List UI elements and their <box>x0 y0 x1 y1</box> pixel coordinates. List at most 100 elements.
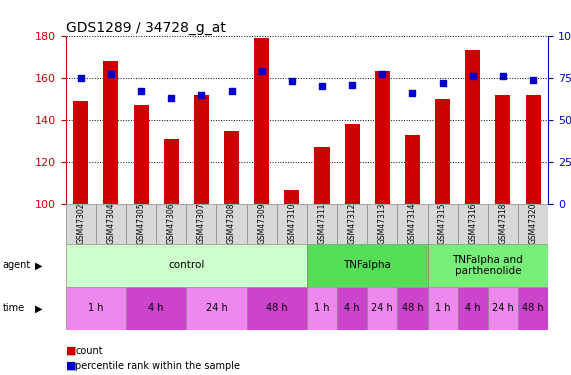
Text: GDS1289 / 34728_g_at: GDS1289 / 34728_g_at <box>66 21 226 34</box>
Text: GSM47308: GSM47308 <box>227 202 236 244</box>
Text: ■: ■ <box>66 346 76 355</box>
Bar <box>73 101 89 204</box>
Text: GSM47318: GSM47318 <box>498 202 508 244</box>
Text: agent: agent <box>3 260 31 270</box>
Text: GSM47306: GSM47306 <box>167 202 176 244</box>
Point <box>227 88 236 94</box>
Bar <box>397 287 428 330</box>
Bar <box>126 204 156 244</box>
Text: percentile rank within the sample: percentile rank within the sample <box>75 361 240 370</box>
Bar <box>488 287 518 330</box>
Point <box>106 71 115 78</box>
Bar <box>247 204 277 244</box>
Bar <box>216 204 247 244</box>
Point <box>76 75 85 81</box>
Bar <box>428 204 458 244</box>
Text: control: control <box>168 260 204 270</box>
Text: GSM47316: GSM47316 <box>468 202 477 244</box>
Bar <box>345 124 360 204</box>
Point <box>529 76 538 82</box>
Bar <box>66 244 307 287</box>
Bar <box>103 61 118 204</box>
Bar <box>428 287 458 330</box>
Text: 48 h: 48 h <box>266 303 288 313</box>
Bar <box>307 287 337 330</box>
Bar <box>518 204 548 244</box>
Text: time: time <box>3 303 25 313</box>
Bar <box>525 95 541 204</box>
Bar <box>96 204 126 244</box>
Bar <box>134 105 148 204</box>
Text: GSM47320: GSM47320 <box>529 202 537 244</box>
Bar <box>254 38 269 204</box>
Point <box>348 82 357 88</box>
Text: 1 h: 1 h <box>435 303 451 313</box>
Bar <box>428 244 548 287</box>
Bar <box>66 204 96 244</box>
Text: GSM47309: GSM47309 <box>257 202 266 244</box>
Text: TNFalpha and
parthenolide: TNFalpha and parthenolide <box>452 255 523 276</box>
Text: 48 h: 48 h <box>522 303 544 313</box>
Bar <box>277 204 307 244</box>
Bar <box>284 190 299 204</box>
Text: 4 h: 4 h <box>465 303 481 313</box>
Bar <box>375 72 390 204</box>
Text: GSM47310: GSM47310 <box>287 202 296 244</box>
Text: 24 h: 24 h <box>206 303 227 313</box>
Bar <box>126 287 186 330</box>
Bar <box>518 287 548 330</box>
Text: ■: ■ <box>66 361 76 370</box>
Text: 1 h: 1 h <box>88 303 103 313</box>
Point <box>438 80 447 86</box>
Text: GSM47312: GSM47312 <box>348 202 357 244</box>
Point <box>468 73 477 79</box>
Text: GSM47304: GSM47304 <box>106 202 115 244</box>
Bar <box>488 204 518 244</box>
Point <box>317 83 327 89</box>
Bar <box>164 139 179 204</box>
Text: 24 h: 24 h <box>371 303 393 313</box>
Point <box>408 90 417 96</box>
Text: GSM47307: GSM47307 <box>197 202 206 244</box>
Text: ▶: ▶ <box>35 260 43 270</box>
Bar <box>194 95 209 204</box>
Text: ▶: ▶ <box>35 303 43 313</box>
Text: 4 h: 4 h <box>344 303 360 313</box>
Bar <box>156 204 186 244</box>
Text: 4 h: 4 h <box>148 303 164 313</box>
Point <box>498 73 508 79</box>
Bar <box>186 204 216 244</box>
Text: GSM47311: GSM47311 <box>317 202 327 244</box>
Bar <box>465 50 480 204</box>
Bar <box>367 287 397 330</box>
Bar <box>337 204 367 244</box>
Point <box>257 68 266 74</box>
Text: TNFalpha: TNFalpha <box>343 260 391 270</box>
Text: GSM47315: GSM47315 <box>438 202 447 244</box>
Bar <box>405 135 420 204</box>
Bar <box>224 130 239 204</box>
Bar <box>307 244 428 287</box>
Bar <box>496 95 510 204</box>
Bar <box>397 204 428 244</box>
Point <box>167 95 176 101</box>
Text: GSM47302: GSM47302 <box>77 202 85 244</box>
Text: GSM47314: GSM47314 <box>408 202 417 244</box>
Point <box>378 71 387 78</box>
Bar <box>458 287 488 330</box>
Text: 1 h: 1 h <box>314 303 329 313</box>
Bar <box>458 204 488 244</box>
Bar <box>307 204 337 244</box>
Text: GSM47313: GSM47313 <box>378 202 387 244</box>
Text: GSM47305: GSM47305 <box>136 202 146 244</box>
Text: count: count <box>75 346 103 355</box>
Point <box>287 78 296 84</box>
Bar <box>367 204 397 244</box>
Text: 24 h: 24 h <box>492 303 514 313</box>
Text: 48 h: 48 h <box>401 303 423 313</box>
Bar <box>66 287 126 330</box>
Point <box>136 88 146 94</box>
Bar <box>315 147 329 204</box>
Bar <box>337 287 367 330</box>
Bar <box>435 99 450 204</box>
